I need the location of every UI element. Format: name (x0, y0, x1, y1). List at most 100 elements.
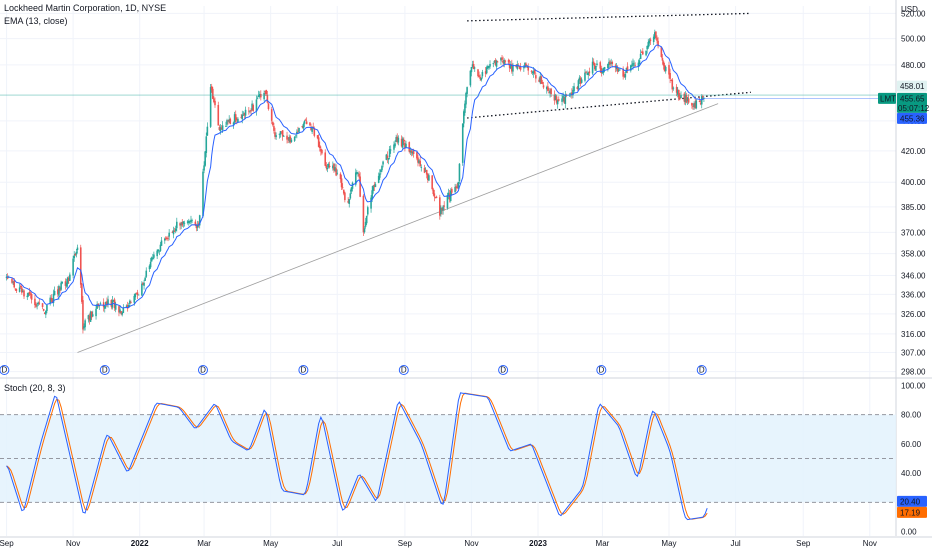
candle-down (675, 86, 678, 93)
candle-down (19, 286, 22, 288)
candle-up (695, 100, 698, 109)
candle-down (410, 150, 413, 153)
candle-down (181, 221, 184, 226)
candle-up (198, 215, 201, 226)
candle-down (692, 106, 694, 107)
candle-up (458, 163, 461, 181)
candle-up (356, 172, 358, 174)
candle-up (96, 304, 98, 309)
candle-down (662, 61, 665, 66)
candle-down (120, 311, 122, 314)
candle-down (135, 292, 138, 294)
candle-up (516, 64, 519, 69)
candle-up (158, 250, 161, 252)
candle-down (126, 304, 129, 309)
candle-down (67, 278, 70, 282)
candle-up (539, 76, 542, 83)
ticker-tag-bg (878, 92, 896, 104)
candle-up (469, 70, 472, 86)
candle-down (663, 65, 666, 72)
candle-up (473, 67, 476, 69)
candle-down (88, 315, 91, 321)
date-tick-label: Sep (398, 539, 413, 548)
stoch-d-tag-bg (897, 506, 927, 518)
candle-down (229, 118, 232, 125)
candle-down (358, 173, 360, 177)
candle-up (401, 138, 404, 148)
candle-up (257, 95, 260, 97)
candle-down (542, 85, 545, 88)
candle-up (83, 326, 85, 329)
candle-up (610, 62, 612, 64)
candle-down (240, 117, 242, 119)
candle-up (148, 265, 151, 270)
candle-down (79, 247, 82, 285)
candle-up (172, 230, 175, 235)
candle-up (145, 270, 148, 277)
candle-up (95, 308, 97, 317)
candle-down (287, 138, 289, 140)
candle-down (443, 205, 445, 207)
candle-up (562, 95, 564, 99)
candle-down (588, 71, 591, 74)
candle-down (339, 173, 342, 180)
candle-down (50, 297, 53, 300)
candle-up (275, 135, 277, 138)
candle-up (394, 143, 396, 147)
candle-up (206, 126, 209, 136)
candle-up (149, 261, 152, 268)
candle-down (136, 292, 139, 296)
price-tag-upper-text: 458.01 (900, 82, 925, 91)
price-tick-label: 520.00 (901, 9, 926, 18)
candle-up (405, 143, 407, 148)
candle-down (286, 135, 288, 140)
candle-down (340, 178, 343, 188)
date-tick-label: Nov (464, 539, 478, 548)
candle-down (669, 72, 671, 79)
candle-down (41, 303, 44, 308)
candle-down (403, 139, 405, 142)
candle-up (60, 282, 62, 290)
candle-down (451, 188, 453, 193)
candle-down (626, 66, 629, 71)
candle-down (427, 174, 429, 181)
candle-up (631, 64, 633, 66)
price-tag-upper: 458.01 (897, 80, 927, 92)
candle-up (637, 62, 640, 67)
candle-down (553, 94, 556, 101)
stoch-tick-label: 100.00 (901, 381, 926, 390)
candle-up (573, 86, 575, 92)
candle-down (14, 288, 17, 290)
candle-down (210, 86, 213, 90)
candle-down (396, 136, 399, 143)
candle-up (464, 103, 466, 113)
candle-up (221, 125, 224, 130)
candle-down (699, 103, 702, 105)
candle-up (209, 87, 212, 127)
candle-up (156, 250, 158, 257)
candle-down (218, 127, 221, 130)
candle-up (385, 154, 388, 160)
candle-down (317, 137, 320, 147)
candle-up (143, 282, 145, 286)
candle-up (241, 114, 244, 120)
stoch-tick-label: 40.00 (901, 469, 922, 478)
support-trendline (77, 103, 719, 353)
candle-up (440, 207, 442, 214)
candle-up (5, 276, 8, 279)
candle-up (700, 96, 703, 105)
candle-down (694, 102, 696, 108)
candle-up (89, 311, 92, 322)
price-tick-label: 370.00 (901, 228, 926, 237)
price-tag-lower: 455.36 (897, 112, 927, 124)
candle-up (26, 295, 29, 298)
candle-down (494, 59, 497, 66)
candle-down (265, 89, 268, 95)
candle-down (130, 302, 132, 304)
candle-up (647, 42, 650, 48)
candle-up (684, 94, 687, 103)
candle-up (52, 293, 55, 303)
price-tick-label: 480.00 (901, 61, 926, 70)
candle-up (366, 207, 369, 215)
